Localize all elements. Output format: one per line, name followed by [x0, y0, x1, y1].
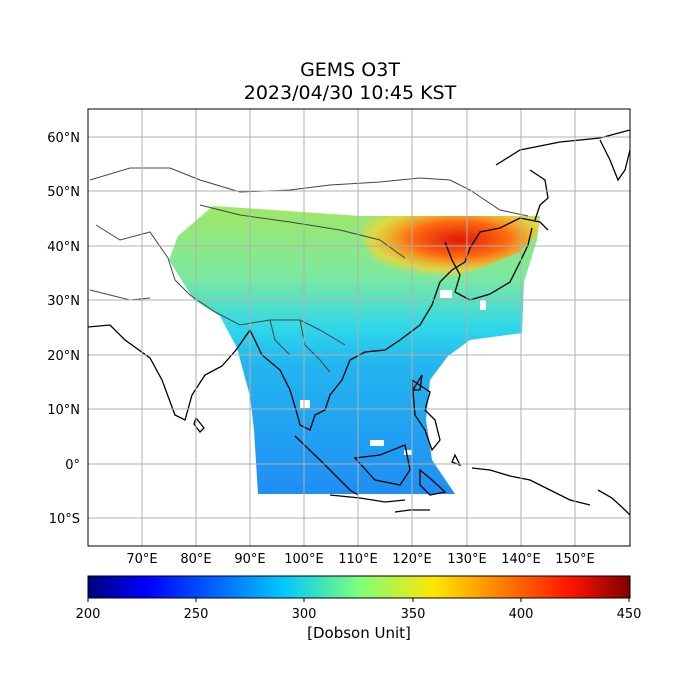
graticule: [88, 109, 630, 546]
colorbar-ticks: [87, 598, 630, 602]
map-title: GEMS O3T: [300, 59, 400, 81]
lon-tick-label: 120°E: [392, 552, 432, 567]
lat-tick-label: 60°N: [47, 131, 80, 146]
colorbar-tick-label: 450: [617, 607, 642, 622]
map-frame: [87, 108, 631, 547]
lat-tick-label: 0°: [65, 458, 80, 473]
data-gaps: [300, 290, 486, 455]
lat-tick-labels: 60°N 50°N 40°N 30°N 20°N 10°N 0° 10°S: [47, 131, 80, 527]
lon-tick-labels: 70°E 80°E 90°E 100°E 110°E 120°E 130°E 1…: [126, 552, 594, 567]
colorbar: [87, 575, 631, 599]
lat-tick-label: 10°S: [49, 512, 80, 527]
colorbar-tick-label: 400: [509, 607, 534, 622]
colorbar-tick-label: 300: [292, 607, 317, 622]
coastlines: [88, 129, 630, 516]
map-panel: [88, 129, 630, 516]
country-borders: [89, 167, 529, 373]
lat-tick-label: 30°N: [47, 294, 80, 309]
lat-tick-label: 20°N: [47, 349, 80, 364]
lon-tick-label: 140°E: [501, 552, 541, 567]
lat-tick-label: 10°N: [47, 403, 80, 418]
lon-tick-label: 70°E: [126, 552, 157, 567]
colorbar-tick-labels: 200 250 300 350 400 450: [76, 607, 642, 622]
colorbar-tick-label: 250: [184, 607, 209, 622]
lon-tick-label: 130°E: [447, 552, 487, 567]
lon-tick-label: 90°E: [234, 552, 265, 567]
lat-tick-label: 40°N: [47, 240, 80, 255]
high-ozone-region: [360, 216, 540, 282]
colorbar-tick-label: 200: [76, 607, 101, 622]
colorbar-label: [Dobson Unit]: [307, 624, 411, 642]
lon-tick-label: 80°E: [180, 552, 211, 567]
map-subtitle: 2023/04/30 10:45 KST: [243, 82, 457, 104]
lon-tick-label: 110°E: [338, 552, 378, 567]
lat-tick-label: 50°N: [47, 185, 80, 200]
lon-tick-label: 150°E: [555, 552, 595, 567]
lon-tick-label: 100°E: [284, 552, 324, 567]
colorbar-tick-label: 350: [401, 607, 426, 622]
